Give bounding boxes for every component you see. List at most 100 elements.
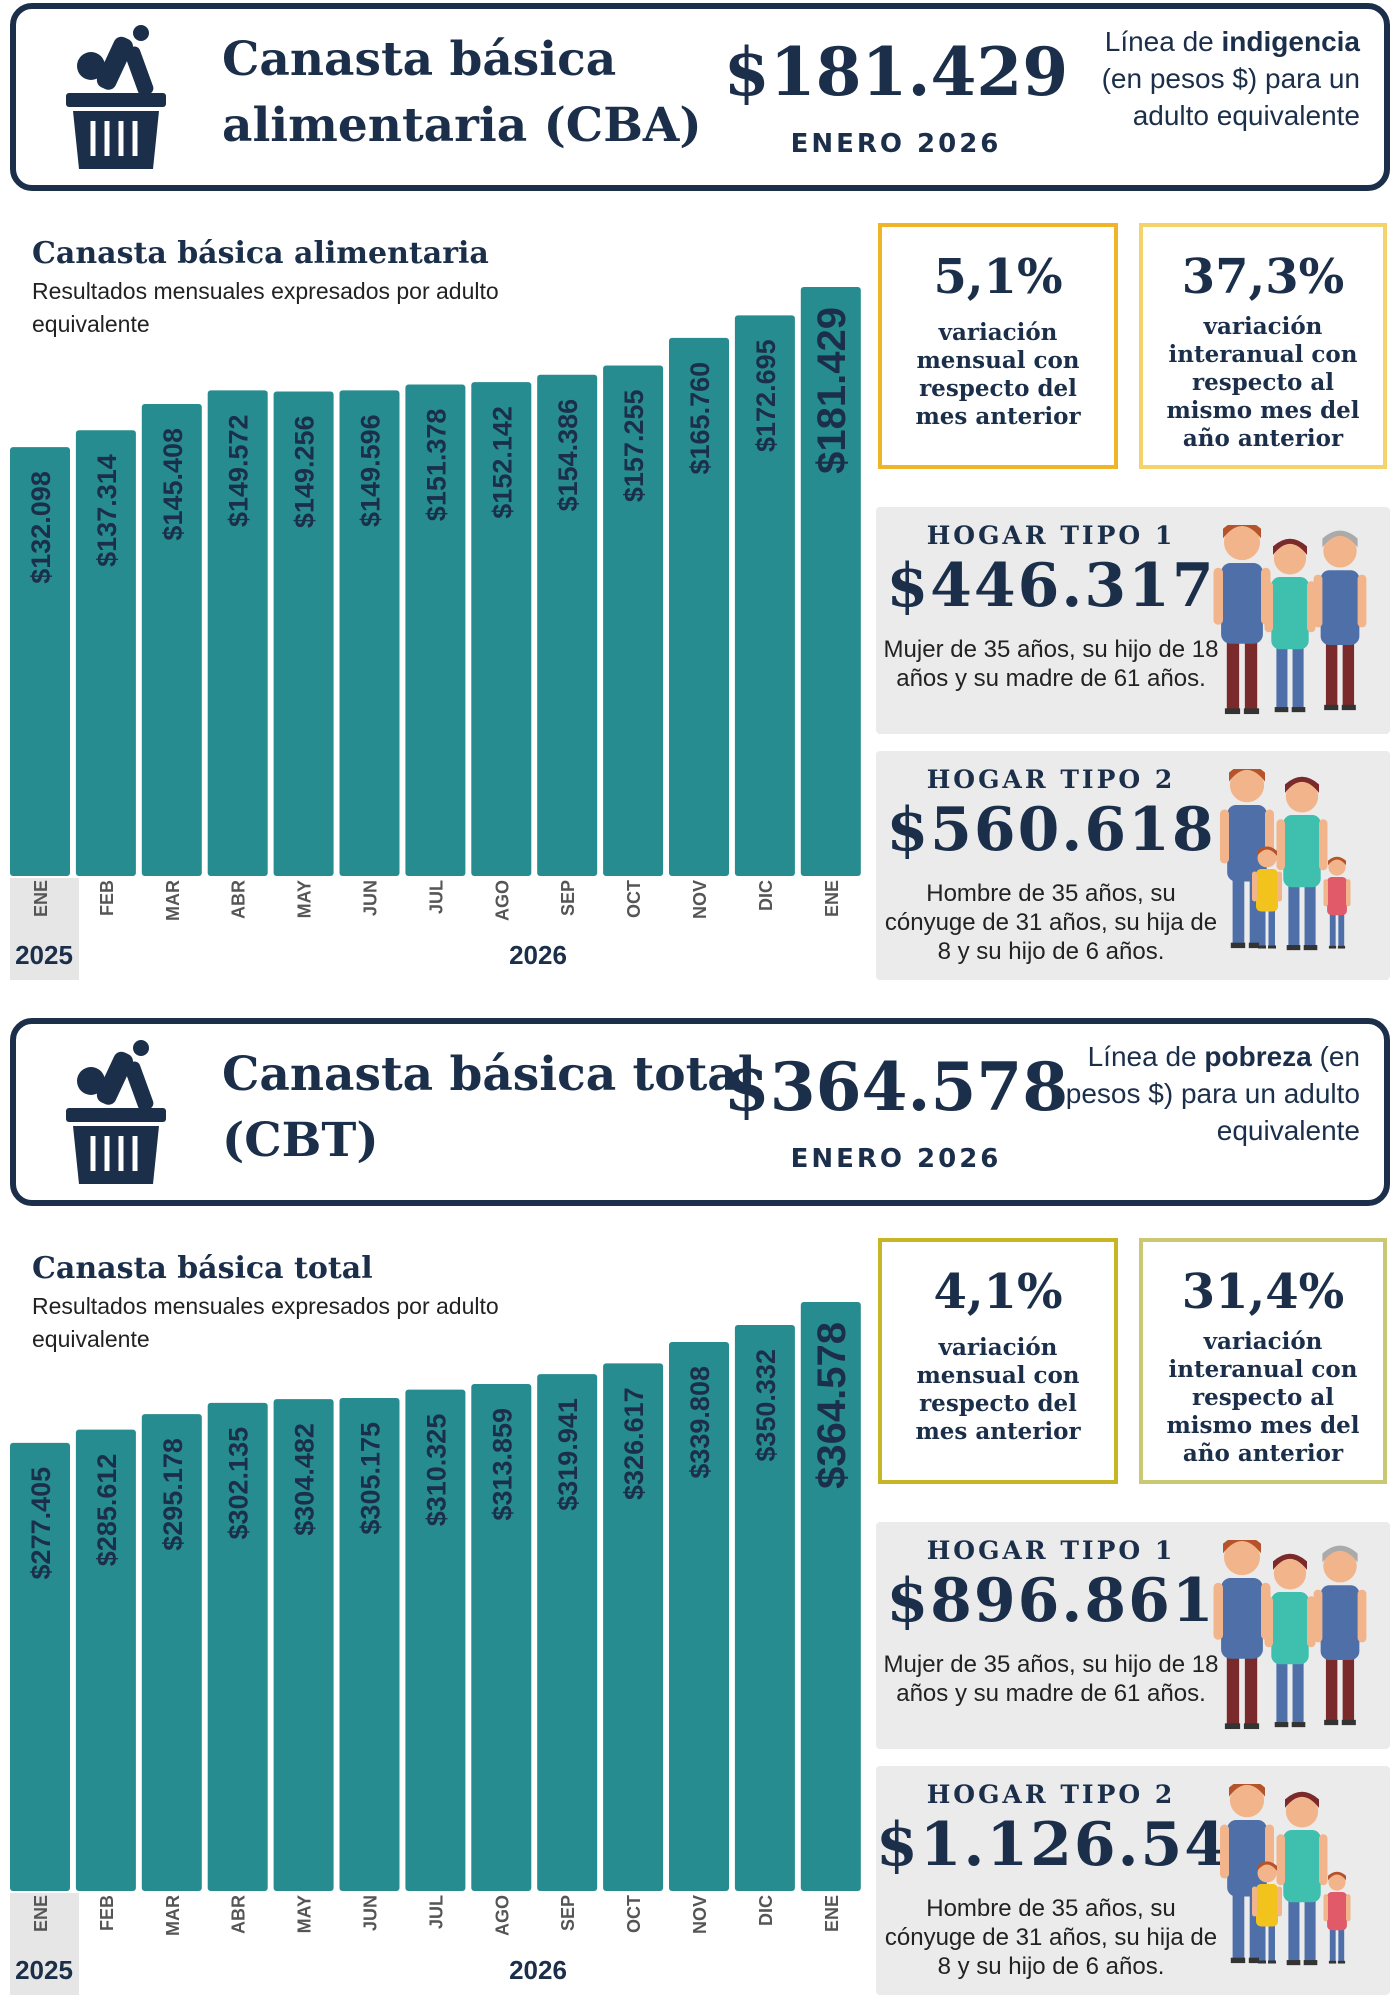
bar: [537, 1374, 598, 1891]
household-description: Hombre de 35 años, su cónyuge de 31 años…: [884, 880, 1218, 965]
value-label: $302.135: [224, 1427, 254, 1540]
bar: [800, 1302, 861, 1891]
bar: [273, 1399, 334, 1891]
value-label: $310.325: [421, 1414, 451, 1527]
household-box: HOGAR TIPO 2 $560.618 Hombre de 35 años, s…: [876, 751, 1390, 980]
stat-label: variación mensual con respecto del mes a…: [915, 319, 1081, 430]
household-value: $1.126.545: [876, 1810, 1272, 1880]
header-box: Canasta básica total (CBT) $364.578 ENERO …: [10, 1018, 1390, 1206]
bar: [207, 390, 268, 876]
x-tick-label: OCT: [624, 880, 644, 918]
value-label: $152.142: [487, 406, 517, 519]
basket-icon: [66, 1040, 166, 1184]
header-title: Canasta básica alimentaria (CBA): [222, 32, 702, 153]
year-label: 2026: [509, 1955, 567, 1985]
family-illustration: [1220, 769, 1351, 951]
x-tick-label: SEP: [558, 1895, 578, 1931]
value-label: $181.429: [810, 307, 854, 474]
year-box: [10, 1893, 79, 1995]
bar: [75, 430, 136, 876]
bar-chart: $277.405 ENE $285.612 FEB $295.178 MAR $302.13…: [10, 1302, 861, 1995]
header-description: Línea de pobreza (en pesos $) para un ad…: [1060, 1038, 1360, 1149]
bar: [207, 1402, 268, 1891]
family-illustration: [1213, 525, 1367, 715]
basket-icon: [66, 25, 166, 169]
household-description: Mujer de 35 años, su hijo de 18 años y s…: [883, 636, 1219, 692]
household-box: HOGAR TIPO 1 $446.317 Mujer de 35 años, su…: [876, 507, 1390, 734]
bar: [800, 287, 861, 876]
chart-title: Canasta básica total: [32, 1251, 373, 1286]
chart-subtitle: Resultados mensuales expresados por adul…: [32, 278, 499, 337]
bar: [405, 1389, 466, 1891]
x-tick-label: AGO: [492, 1895, 512, 1936]
value-label: $364.578: [810, 1322, 854, 1489]
bar: [273, 391, 334, 876]
bar: [75, 1429, 136, 1891]
value-label: $277.405: [26, 1467, 56, 1580]
household-value: $446.317: [886, 551, 1216, 621]
value-label: $154.386: [553, 399, 583, 512]
header-description: Línea de indigencia (en pesos $) para un…: [1060, 23, 1360, 134]
stat-value: 4,1%: [933, 1264, 1063, 1320]
stat-box: 37,3% variación interanual con respecto a…: [1139, 223, 1387, 469]
header-value: $364.578: [723, 1048, 1069, 1126]
value-label: $350.332: [751, 1349, 781, 1462]
stat-label: variación interanual con respecto al mis…: [1166, 1328, 1360, 1467]
chart-subtitle: Resultados mensuales expresados por adul…: [32, 1293, 499, 1352]
header-value: $181.429: [723, 33, 1069, 111]
bar: [141, 403, 202, 876]
bar: [603, 1363, 664, 1891]
stat-value: 37,3%: [1181, 249, 1345, 305]
family-illustration: [1213, 1540, 1367, 1730]
description-part: (en pesos $) para un adulto equivalente: [1065, 1041, 1360, 1146]
bar: [339, 390, 400, 876]
x-tick-label: DIC: [756, 880, 776, 911]
value-label: $313.859: [487, 1408, 517, 1521]
header-date: ENERO 2026: [790, 129, 1002, 159]
household-value: $896.861: [886, 1566, 1216, 1636]
bar: [734, 1325, 795, 1891]
year-label: 2026: [509, 940, 567, 970]
x-tick-label: ABR: [229, 1895, 249, 1934]
value-label: $319.941: [553, 1398, 583, 1511]
icon: [61, 21, 171, 176]
stat-value: 31,4%: [1181, 1264, 1345, 1320]
household-box: HOGAR TIPO 2 $1.126.545 Hombre de 35 años,…: [876, 1766, 1390, 1995]
value-label: $149.596: [356, 414, 386, 527]
bar: [734, 315, 795, 876]
x-tick-label: JUN: [361, 1895, 381, 1931]
value-label: $157.255: [619, 389, 649, 502]
value-label: $151.378: [421, 409, 451, 522]
household-description: Hombre de 35 años, su cónyuge de 31 años…: [884, 1895, 1218, 1980]
x-tick-label: NOV: [690, 880, 710, 919]
stat-label: variación interanual con respecto al mis…: [1166, 313, 1360, 452]
value-label: $295.178: [158, 1438, 188, 1551]
household-label: HOGAR TIPO 1: [926, 521, 1176, 550]
household-label: HOGAR TIPO 1: [926, 1536, 1176, 1565]
x-tick-label: MAR: [163, 880, 183, 921]
x-tick-label: SEP: [558, 880, 578, 916]
bar: [471, 1383, 532, 1891]
x-tick-label: ABR: [229, 880, 249, 919]
bar: [10, 447, 70, 876]
x-tick-label: FEB: [97, 1895, 117, 1931]
bar: [603, 365, 664, 876]
value-label: $149.572: [224, 414, 254, 527]
stat-label: variación mensual con respecto del mes a…: [915, 1334, 1081, 1445]
value-label: $339.808: [685, 1366, 715, 1479]
bar: [405, 384, 466, 876]
value-label: $172.695: [751, 339, 781, 452]
x-tick-label: OCT: [624, 1895, 644, 1933]
stat-box: 31,4% variación interanual con respecto a…: [1139, 1238, 1387, 1484]
x-tick-label: JUN: [361, 880, 381, 916]
x-tick-label: ENE: [31, 880, 51, 917]
value-label: $132.098: [26, 471, 56, 584]
description-part: indigencia: [1221, 26, 1360, 57]
value-label: $326.617: [619, 1387, 649, 1500]
year-box: [10, 878, 79, 980]
x-tick-label: MAR: [163, 1895, 183, 1936]
description-part: (en pesos $) para un adulto equivalente: [1101, 63, 1360, 131]
value-label: $137.314: [92, 454, 122, 567]
household-label: HOGAR TIPO 2: [926, 1780, 1176, 1809]
